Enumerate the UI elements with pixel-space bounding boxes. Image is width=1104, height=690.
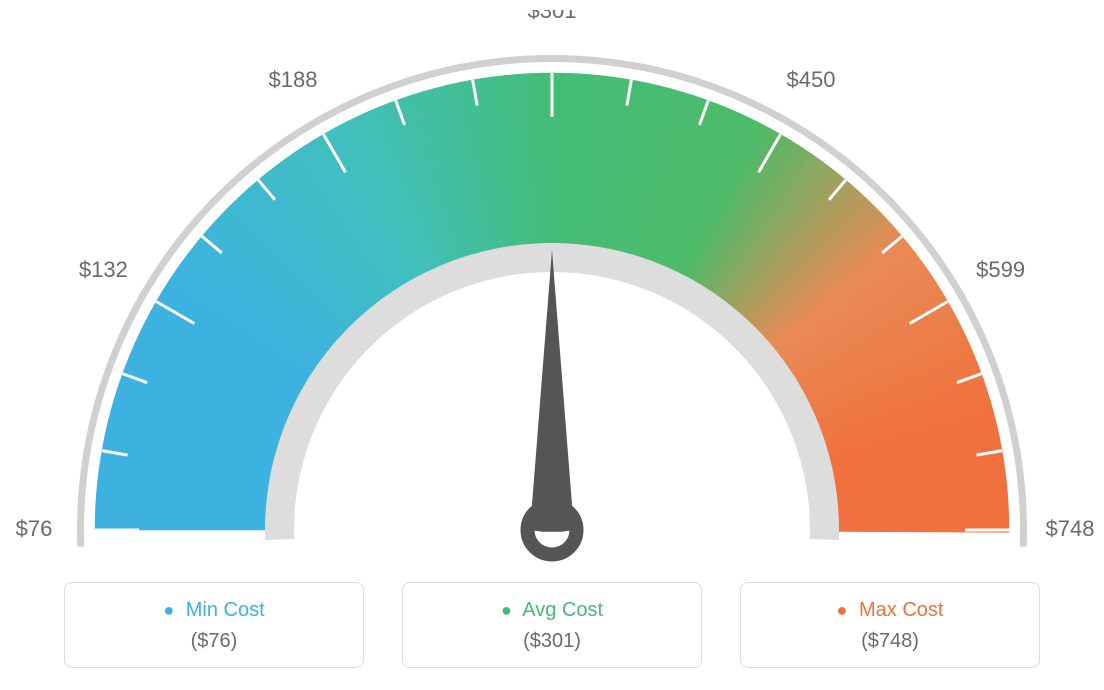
legend-card-max: ● Max Cost ($748) [740,582,1040,668]
gauge-chart: $76 $132 $188 $301 $450 $599 $748 [0,0,1104,570]
svg-text:$599: $599 [976,257,1025,282]
legend-title-min: ● Min Cost [75,599,353,622]
legend-title-label: Avg Cost [522,599,603,621]
legend-title-avg: ● Avg Cost [413,599,691,622]
svg-text:$188: $188 [269,67,318,92]
bullet-icon: ● [501,600,512,620]
bullet-icon: ● [163,600,174,620]
legend-value-min: ($76) [75,630,353,653]
svg-text:$450: $450 [787,67,836,92]
svg-text:$301: $301 [528,10,577,23]
legend-row: ● Min Cost ($76) ● Avg Cost ($301) ● Max… [0,570,1104,690]
bullet-icon: ● [837,600,848,620]
legend-card-avg: ● Avg Cost ($301) [402,582,702,668]
legend-title-label: Min Cost [186,599,265,621]
legend-value-max: ($748) [751,630,1029,653]
gauge-svg: $76 $132 $188 $301 $450 $599 $748 [0,10,1104,570]
legend-card-min: ● Min Cost ($76) [64,582,364,668]
svg-text:$76: $76 [16,516,53,541]
svg-text:$748: $748 [1046,516,1095,541]
legend-title-label: Max Cost [859,599,943,621]
legend-value-avg: ($301) [413,630,691,653]
legend-title-max: ● Max Cost [751,599,1029,622]
svg-text:$132: $132 [79,257,128,282]
